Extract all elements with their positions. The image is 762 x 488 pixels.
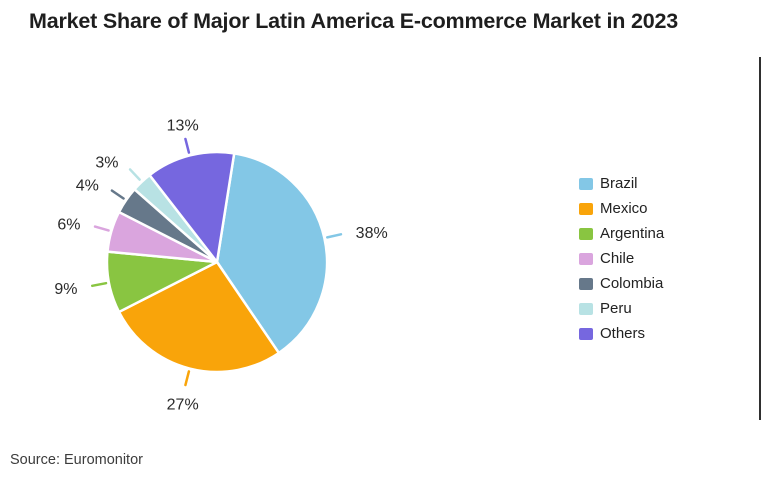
pie-percentage-label-chile: 6% xyxy=(57,217,80,234)
legend-item-brazil: Brazil xyxy=(579,171,664,196)
legend-item-peru: Peru xyxy=(579,296,664,321)
pie-label-leader-argentina xyxy=(91,281,108,288)
pie-label-leader-brazil xyxy=(326,233,343,239)
pie-percentage-label-colombia: 4% xyxy=(76,177,99,194)
pie-percentage-label-brazil: 38% xyxy=(356,225,388,242)
legend-label: Chile xyxy=(600,250,635,267)
pie-percentage-label-peru: 3% xyxy=(95,154,118,171)
pie-slice-others xyxy=(148,150,236,264)
screenshot-edge-artifact xyxy=(759,57,761,420)
legend-label: Mexico xyxy=(600,200,648,217)
pie-label-leader-colombia xyxy=(110,189,125,200)
pie-label-leader-peru xyxy=(128,168,141,181)
legend-swatch-icon xyxy=(579,202,593,215)
pie-percentage-label-argentina: 9% xyxy=(54,281,77,298)
pie-label-leader-mexico xyxy=(184,370,191,387)
pie-label-leader-chile xyxy=(93,225,110,232)
pie-slice-brazil xyxy=(215,152,329,355)
pie-label-leader-others xyxy=(184,137,191,154)
pie-percentage-label-mexico: 27% xyxy=(167,397,199,414)
pie-slice-mexico xyxy=(117,260,281,374)
legend-item-chile: Chile xyxy=(579,246,664,271)
legend-item-argentina: Argentina xyxy=(579,221,664,246)
legend-swatch-icon xyxy=(579,327,593,340)
legend-item-others: Others xyxy=(579,321,664,346)
legend-item-colombia: Colombia xyxy=(579,271,664,296)
legend-item-mexico: Mexico xyxy=(579,196,664,221)
legend-swatch-icon xyxy=(579,252,593,265)
legend-swatch-icon xyxy=(579,302,593,315)
chart-title: Market Share of Major Latin America E-co… xyxy=(29,9,678,33)
legend-label: Colombia xyxy=(600,275,664,292)
legend: Brazil Mexico Argentina Chile Colombia Peru Ot… xyxy=(579,171,664,346)
legend-label: Peru xyxy=(600,300,632,317)
legend-swatch-icon xyxy=(579,177,593,190)
legend-swatch-icon xyxy=(579,277,593,290)
legend-label: Others xyxy=(600,325,646,342)
pie-percentage-label-others: 13% xyxy=(167,117,199,134)
legend-label: Brazil xyxy=(600,175,638,192)
source-note: Source: Euromonitor xyxy=(10,452,143,468)
legend-swatch-icon xyxy=(579,227,593,240)
legend-label: Argentina xyxy=(600,225,665,242)
